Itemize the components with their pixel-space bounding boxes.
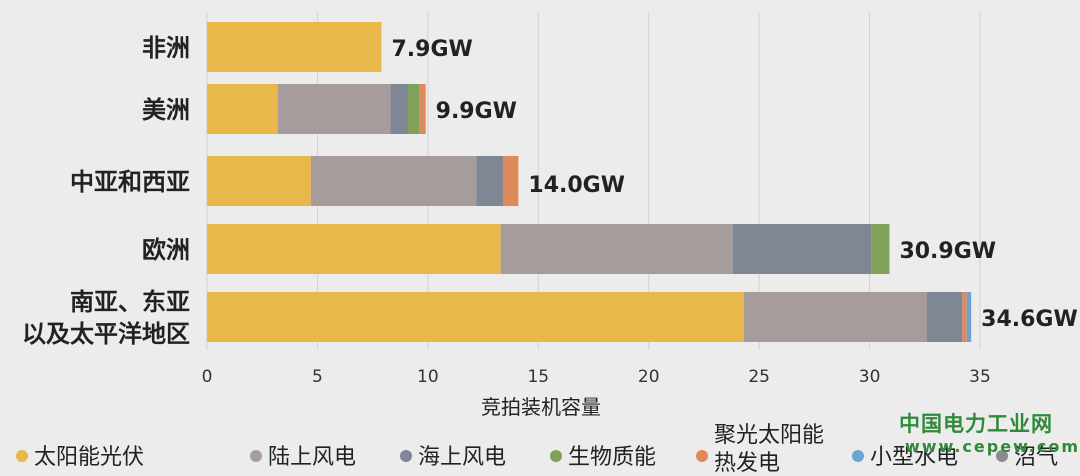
legend-marker [550,450,562,462]
legend-marker [250,450,262,462]
bar-segment [207,292,744,342]
total-label: 14.0GW [528,173,625,198]
bar-segment [407,84,420,134]
total-label: 9.9GW [436,99,517,124]
legend-marker [996,450,1008,462]
category-label: 南亚、东亚 [70,288,190,316]
x-tick-label: 0 [202,367,213,387]
x-tick-label: 10 [417,367,439,387]
legend-label: 海上风电 [418,445,506,470]
bar-segment [502,156,519,206]
bar-segment [277,84,391,134]
bar-stacks [207,22,972,342]
x-tick-label: 25 [748,367,770,387]
legend-marker [400,450,412,462]
legend-label: 热发电 [714,451,780,476]
x-axis-ticks: 0 5 10 15 20 25 30 35 [202,367,991,387]
x-tick-label: 15 [527,367,549,387]
x-tick-label: 30 [859,367,881,387]
x-axis-title: 竞拍装机容量 [481,395,601,419]
x-tick-label: 5 [312,367,323,387]
total-label: 34.6GW [981,307,1078,332]
legend-label: 沼气 [1014,445,1058,470]
x-tick-label: 35 [969,367,991,387]
bar-segment [207,224,501,274]
bar-segment [390,84,408,134]
legend-label: 生物质能 [568,445,656,470]
legend-label: 聚光太阳能 [714,423,824,448]
watermark-url: www.cepew.com [905,437,1080,456]
category-label: 非洲 [142,34,190,62]
legend-marker [696,450,708,462]
total-label: 30.9GW [899,239,996,264]
bar-segment [732,224,872,274]
legend-marker [16,450,28,462]
bar-segment [926,292,963,342]
bar-segment [966,292,972,342]
legend-label: 陆上风电 [268,445,356,470]
x-tick-label: 20 [638,367,660,387]
bar-segment [871,224,890,274]
bar-segment [207,156,311,206]
total-label: 7.9GW [391,37,472,62]
category-label: 欧洲 [142,236,190,264]
bar-segment [419,84,426,134]
category-label: 美洲 [142,96,190,124]
watermark-title: 中国电力工业网 [899,412,1053,436]
bar-segment [310,156,477,206]
legend-label: 太阳能光伏 [34,445,144,470]
category-label: 中亚和西亚 [70,168,190,196]
bar-segment [743,292,927,342]
bar-segment [500,224,733,274]
bar-segment [207,84,278,134]
bar-segment [207,22,382,72]
legend-label: 小型水电 [870,445,958,470]
legend-marker [852,450,864,462]
bar-segment [962,292,967,342]
category-label: 以及太平洋地区 [22,320,190,348]
total-labels: 7.9GW 9.9GW 14.0GW 30.9GW 34.6GW [391,37,1077,332]
bar-segment [476,156,503,206]
